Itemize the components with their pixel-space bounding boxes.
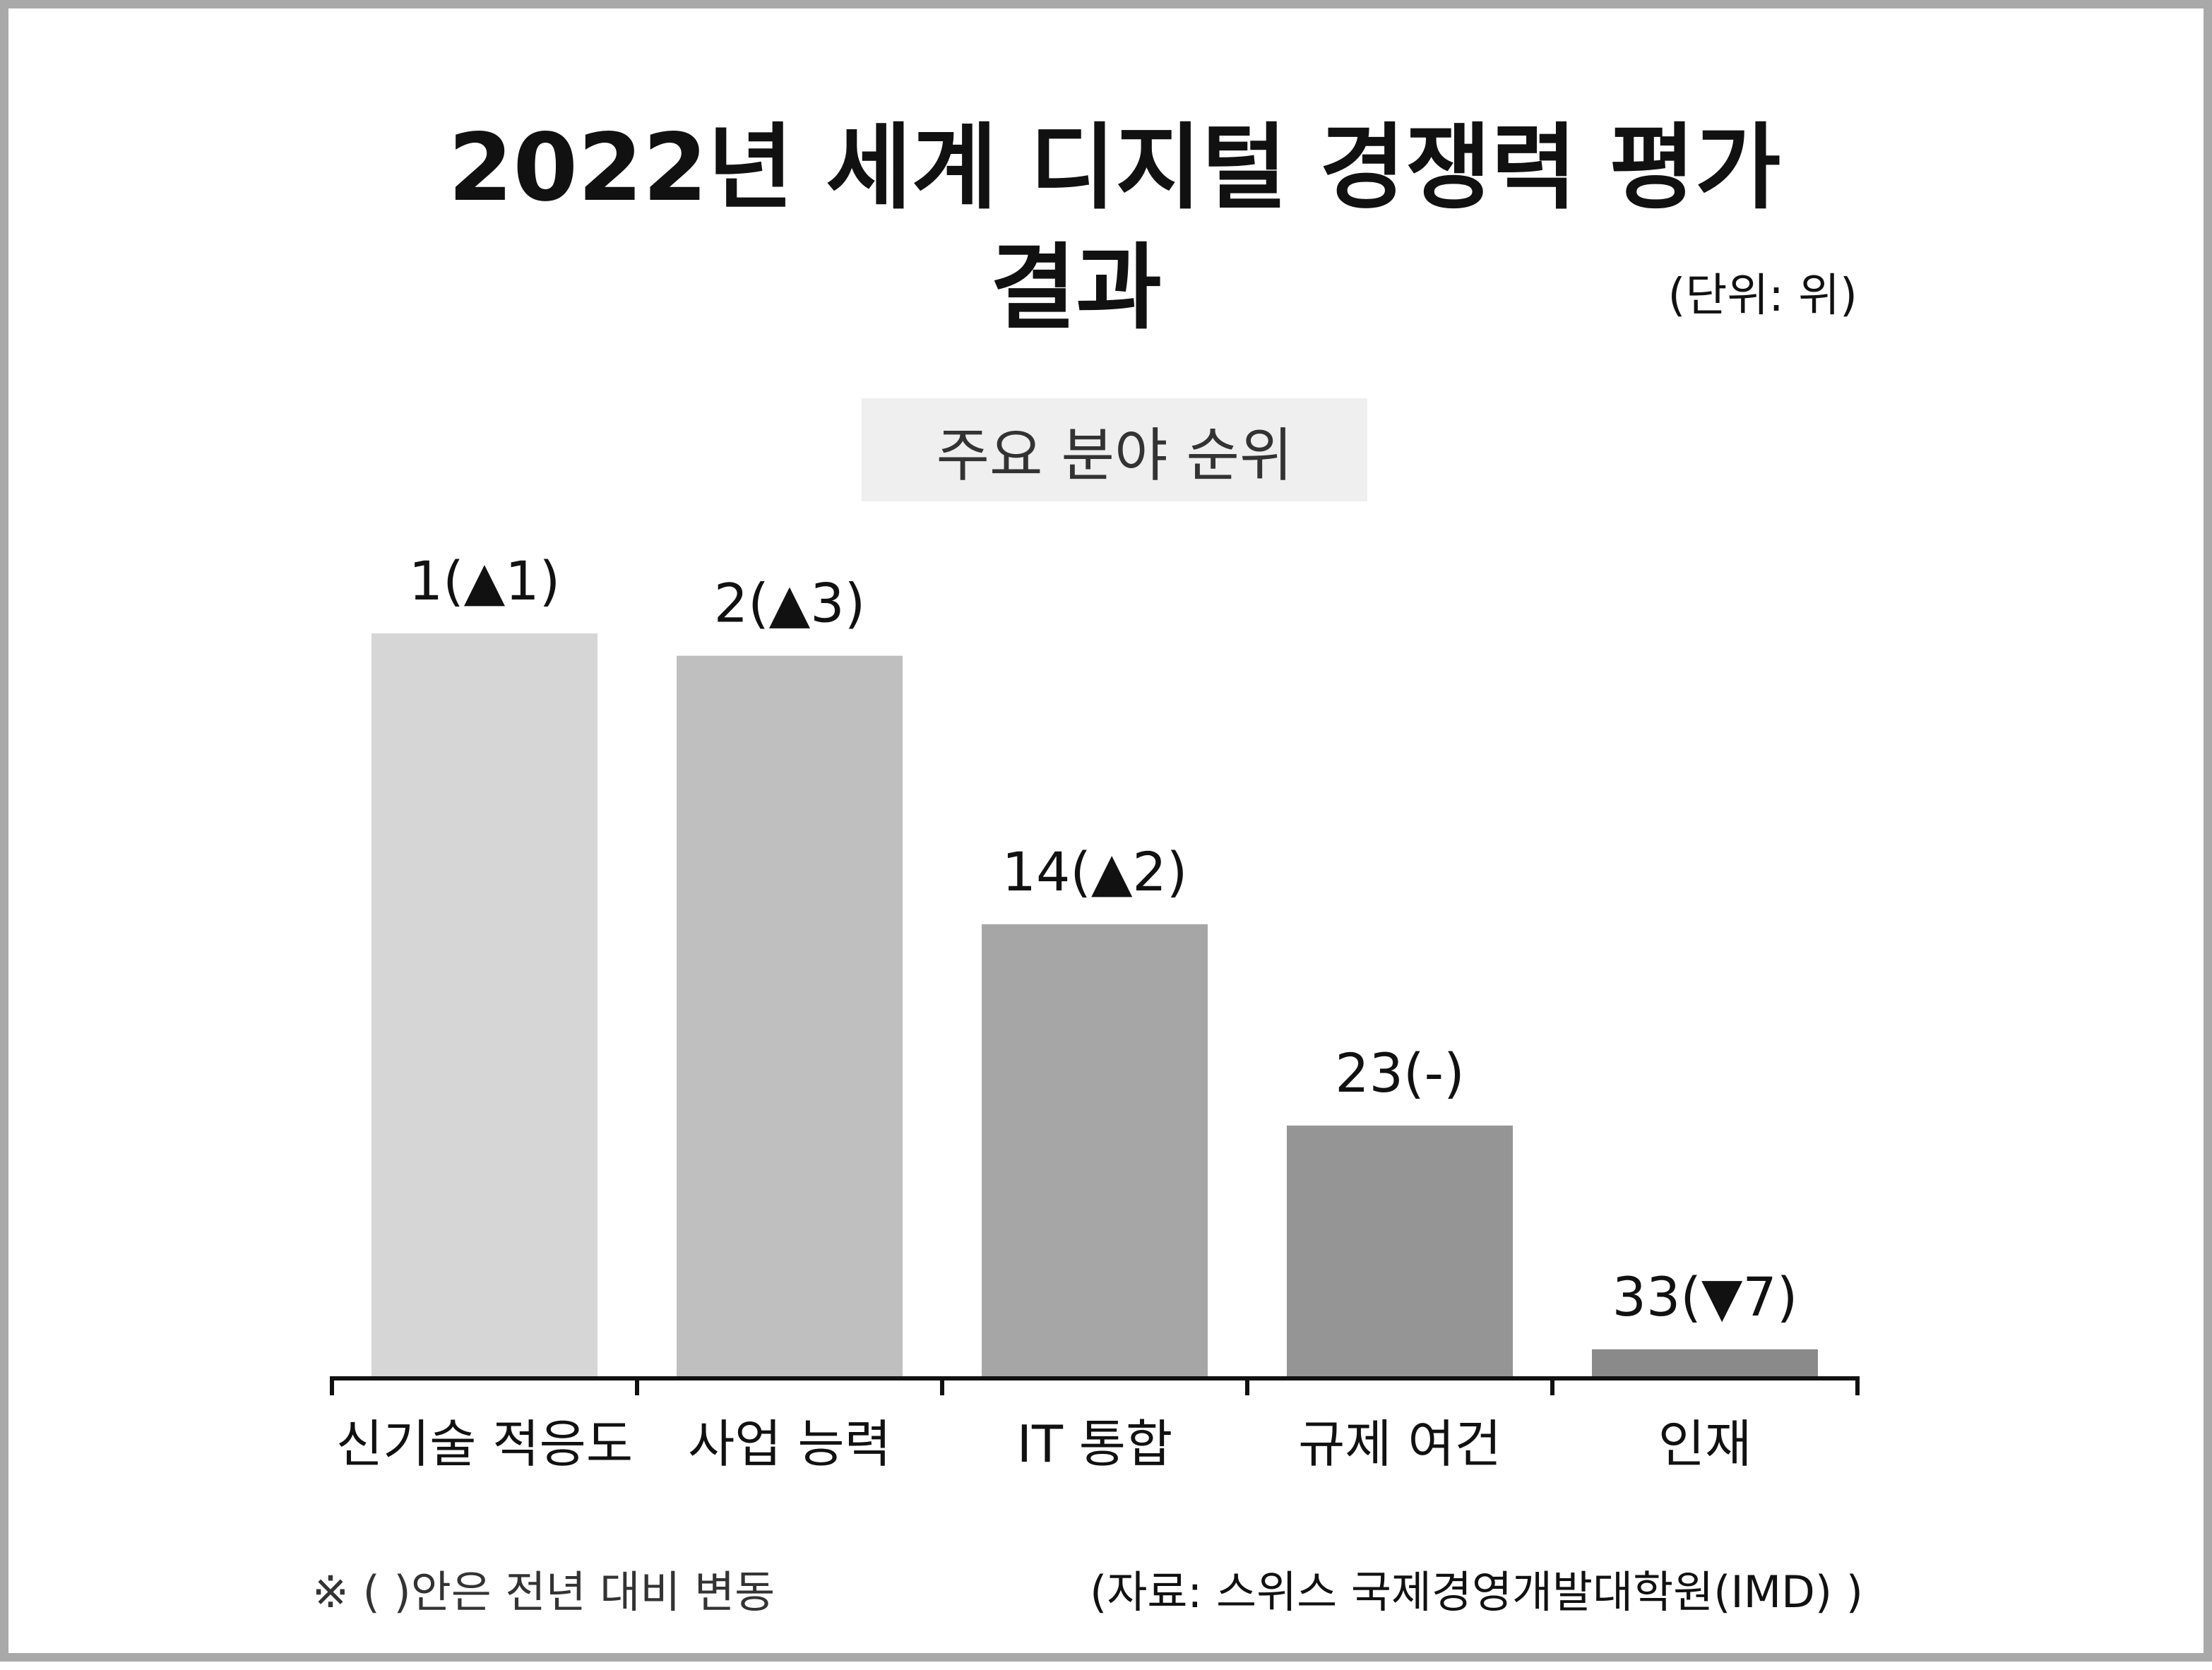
footnote: ※ ( )안은 전년 대비 변동 [312,1566,775,1618]
source-note: (자료: 스위스 국제경영개발대학원(IMD) ) [1090,1566,1863,1618]
bar-1 [677,655,903,1378]
category-label-3: 규제 여건 [1298,1414,1502,1474]
category-label-0: 신기술 적응도 [336,1414,633,1474]
chart-title-line-1: 2022년 세계 디지털 경쟁력 평가 [448,114,1781,222]
labels-layer: 1(▲1) 신기술 적응도 2(▲3) 사업 능력 14(▲2) IT 통합 23(-) 규제… [336,549,1798,1474]
bar-chart: 1(▲1) 신기술 적응도 2(▲3) 사업 능력 14(▲2) IT 통합 23(-) 규제… [330,549,1860,1474]
value-label-3: 23(-) [1335,1042,1464,1104]
category-label-1: 사업 능력 [688,1414,891,1474]
x-axis [330,1376,1860,1395]
value-label-1: 2(▲3) [714,572,865,635]
bar-3 [1287,1125,1513,1378]
value-label-2: 14(▲2) [1002,840,1188,903]
bar-2 [982,924,1208,1378]
unit-label: (단위: 위) [1667,270,1857,322]
value-label-4: 33(▼7) [1612,1265,1798,1328]
subtitle-text: 주요 분야 순위 [936,422,1293,489]
bars-layer [371,633,1818,1378]
subtitle-box: 주요 분야 순위 [862,398,1367,501]
value-label-0: 1(▲1) [409,549,560,612]
bar-4 [1592,1349,1818,1378]
category-label-4: 인재 [1658,1414,1752,1474]
category-label-2: IT 통합 [1017,1414,1173,1474]
chart-title-line-2: 결과 [990,234,1162,342]
bar-0 [371,633,597,1378]
